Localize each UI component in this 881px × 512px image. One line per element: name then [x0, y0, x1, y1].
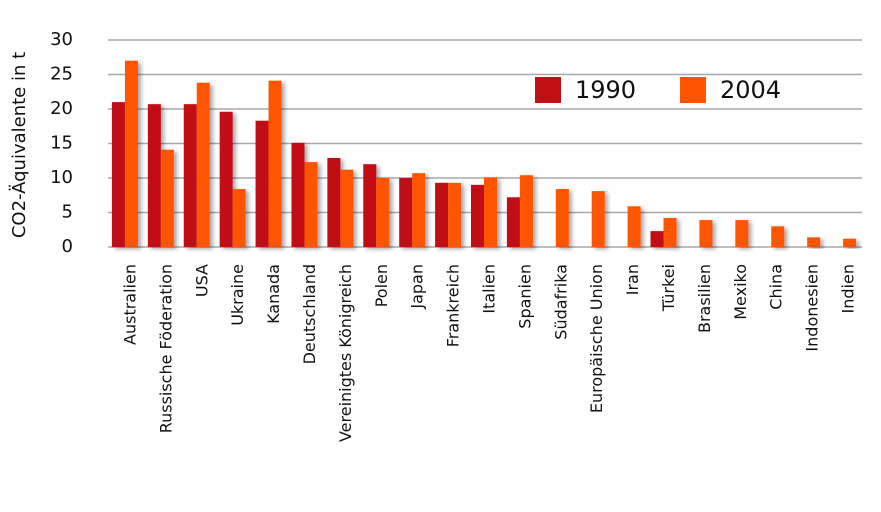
y-axis-label: CO2-Äquivalente in t: [9, 52, 30, 238]
bar: [735, 220, 749, 247]
y-tick-label: 20: [50, 98, 73, 119]
bar: [219, 111, 233, 247]
x-tick-label: Türkei: [659, 264, 678, 312]
bar: [435, 182, 449, 247]
bar: [699, 220, 713, 247]
y-tick-label: 30: [50, 29, 73, 50]
y-tick-label: 10: [50, 167, 73, 188]
bar: [111, 102, 125, 247]
x-tick-label: Japan: [408, 264, 427, 310]
bar: [484, 177, 497, 247]
bar: [627, 206, 641, 247]
bar: [376, 178, 390, 247]
x-tick-label: Indien: [839, 264, 858, 313]
bar: [232, 189, 246, 247]
y-tick-label: 0: [62, 236, 73, 257]
bar: [340, 169, 354, 247]
bar: [268, 80, 282, 248]
bar: [471, 184, 484, 247]
x-tick-label: Europäische Union: [587, 264, 606, 413]
x-tick-label: Italien: [480, 264, 499, 314]
legend-label: 1990: [575, 76, 636, 104]
bar: [327, 157, 341, 247]
x-tick-label: Kanada: [264, 264, 283, 324]
bar: [363, 164, 377, 247]
legend-swatch: [535, 77, 561, 103]
x-tick-label: China: [767, 264, 786, 310]
bar: [591, 191, 605, 247]
bar: [555, 189, 569, 247]
bar: [147, 104, 161, 247]
bar: [291, 142, 305, 247]
bar: [304, 162, 318, 247]
x-tick-label: Spanien: [515, 264, 534, 329]
x-tick-label: Südafrika: [551, 264, 570, 340]
bar: [124, 60, 138, 248]
x-tick-label: Polen: [372, 264, 391, 307]
x-tick-label: Vereinigtes Königreich: [336, 264, 355, 442]
bar: [255, 120, 269, 247]
bar: [519, 175, 533, 247]
x-tick-label: Russische Föderation: [156, 264, 175, 433]
bar: [183, 104, 197, 247]
x-tick-label: Iran: [623, 264, 642, 295]
bar: [663, 218, 677, 247]
bar: [448, 182, 462, 247]
bar: [196, 82, 210, 247]
bar: [160, 149, 174, 247]
x-tick-label: Frankreich: [444, 264, 463, 347]
legend-swatch: [680, 77, 706, 103]
x-tick-label: Mexiko: [731, 264, 750, 320]
bar: [399, 178, 413, 247]
x-tick-label: Deutschland: [300, 264, 319, 364]
bar: [650, 231, 664, 247]
x-tick-label: Ukraine: [228, 264, 247, 326]
y-tick-label: 25: [50, 64, 73, 85]
legend-label: 2004: [720, 76, 781, 104]
bar: [412, 173, 426, 247]
bar: [506, 197, 520, 247]
x-tick-label: Australien: [120, 264, 139, 345]
bar: [843, 238, 857, 247]
bar: [771, 226, 785, 247]
bar: [807, 237, 821, 247]
y-tick-label: 15: [50, 133, 73, 154]
x-tick-label: Brasilien: [695, 264, 714, 333]
y-tick-label: 5: [62, 202, 73, 223]
x-tick-label: Indonesien: [803, 264, 822, 352]
x-tick-label: USA: [192, 264, 211, 297]
